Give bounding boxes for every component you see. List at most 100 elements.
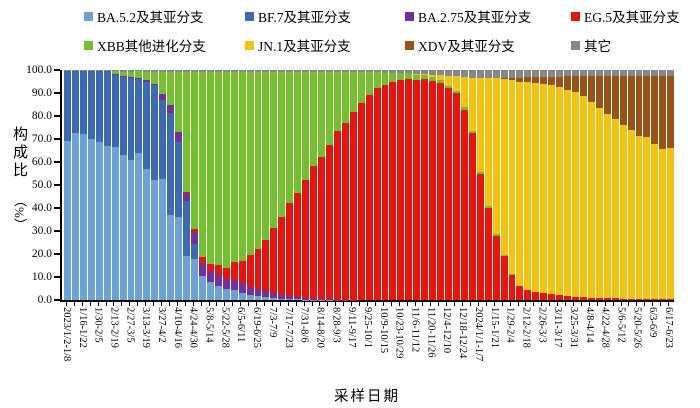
x-tick-mark	[390, 302, 392, 306]
bar-segment-other	[373, 70, 381, 73]
bar-segment-ba275	[143, 80, 151, 82]
x-tick-mark	[335, 302, 337, 306]
bar-segment-xbb	[452, 90, 460, 94]
x-tick-mark	[454, 302, 456, 306]
legend-label: 其它	[584, 39, 611, 54]
bar-segment-jn1	[611, 118, 619, 299]
y-tick-mark	[54, 184, 60, 186]
stacked-bar	[595, 70, 603, 300]
bar-segment-other	[468, 70, 476, 78]
bar-segment-xbb	[492, 234, 500, 236]
x-tick-mark	[303, 302, 305, 306]
bar-segment-ba275	[198, 262, 206, 276]
bar-segment-xbb	[262, 71, 270, 241]
bar-segment-eg5	[238, 261, 246, 283]
x-tick-mark	[224, 302, 226, 306]
bar-segment-eg5	[349, 111, 357, 300]
bar-segment-other	[484, 70, 492, 79]
bar-segment-other	[635, 70, 643, 77]
x-tick-mark	[612, 302, 614, 306]
stacked-bar	[381, 70, 389, 300]
stacked-bar	[294, 70, 302, 300]
bar-segment-ba52	[286, 299, 294, 300]
bar-segment-ba52	[262, 297, 270, 300]
bar-segment-xbb	[143, 71, 151, 81]
x-tick-mark	[549, 302, 551, 306]
bar-segment-other	[389, 70, 397, 74]
stacked-bar	[64, 70, 71, 300]
bar-segment-ba275	[135, 78, 143, 80]
bar-segment-ba275	[238, 282, 246, 293]
bar-segment-ba52	[143, 168, 151, 300]
x-tick-label: 5/6-5/12	[615, 307, 627, 343]
bar-segment-xbb	[429, 76, 437, 81]
bar-segment-other	[437, 70, 444, 76]
x-tick-mark	[525, 302, 527, 306]
x-tick-mark	[145, 302, 147, 306]
x-tick-mark	[295, 302, 297, 306]
bar-segment-other	[548, 70, 556, 77]
stacked-bar	[508, 70, 516, 300]
stacked-bar	[389, 70, 397, 300]
bar-segment-xbb	[318, 71, 325, 157]
x-tick-mark	[271, 302, 273, 306]
stacked-bar	[254, 70, 262, 300]
bar-segment-ba52	[294, 299, 302, 300]
stacked-bar	[532, 70, 540, 300]
bar-segment-ba52	[64, 141, 71, 300]
x-tick-mark	[636, 302, 638, 306]
y-tick-mark	[54, 115, 60, 117]
legend-marker-icon	[571, 40, 580, 50]
stacked-bar	[318, 70, 325, 300]
bar-segment-eg5	[429, 80, 437, 300]
bar-segment-xbb	[254, 71, 262, 250]
bar-segment-eg5	[627, 298, 635, 300]
x-tick-mark	[73, 302, 75, 306]
y-tick-mark	[54, 230, 60, 232]
stacked-bar	[572, 70, 579, 300]
x-tick-mark	[256, 302, 258, 306]
bar-segment-jn1	[619, 124, 627, 299]
x-tick-mark	[493, 302, 495, 306]
stacked-bar	[564, 70, 571, 300]
bar-segment-other	[492, 70, 500, 79]
x-tick-label: 9/11-9/17	[346, 307, 358, 348]
x-tick-label: 2/26-3/3	[536, 307, 548, 343]
bar-segment-ba52	[222, 288, 230, 300]
x-tick-label: 3/25-3/31	[567, 307, 579, 348]
legend-item-xbb: XBB其他进化分支	[84, 35, 245, 55]
bar-segment-jn1	[484, 78, 492, 207]
stacked-bar	[357, 70, 365, 300]
bar-segment-eg5	[318, 156, 325, 300]
stacked-bar	[143, 70, 151, 300]
bar-segment-eg5	[413, 79, 421, 300]
legend-marker-icon	[84, 40, 93, 50]
stacked-bar	[71, 70, 79, 300]
bar-segment-other	[214, 70, 222, 72]
bar-segment-ba52	[278, 298, 286, 300]
bar-segment-xdv	[587, 76, 595, 103]
stacked-bar	[587, 70, 595, 300]
bar-segment-xdv	[627, 76, 635, 130]
bar-segment-xdv	[643, 76, 651, 138]
bar-segment-other	[572, 70, 579, 77]
bar-segment-jn1	[476, 78, 484, 172]
legend-marker-icon	[245, 40, 254, 50]
bar-segment-ba275	[278, 294, 286, 299]
bar-segment-other	[143, 70, 151, 72]
x-tick-mark	[438, 302, 440, 306]
bar-segment-eg5	[230, 262, 238, 281]
bar-segment-eg5	[214, 265, 222, 276]
bar-segment-other	[302, 70, 310, 72]
bar-segment-jn1	[524, 81, 532, 290]
bar-segment-jn1	[651, 143, 659, 300]
bar-segment-bf7	[175, 142, 183, 218]
bar-segment-bf7	[135, 79, 143, 153]
bar-segment-jn1	[508, 80, 516, 275]
legend-item-ba52: BA.5.2及其亚分支	[84, 6, 245, 26]
legend-label: BF.7及其亚分支	[258, 10, 352, 25]
y-tick-label: 0.0	[37, 294, 52, 306]
bar-segment-eg5	[286, 202, 294, 297]
bar-segment-jn1	[643, 137, 651, 299]
bar-segment-xdv	[651, 76, 659, 144]
